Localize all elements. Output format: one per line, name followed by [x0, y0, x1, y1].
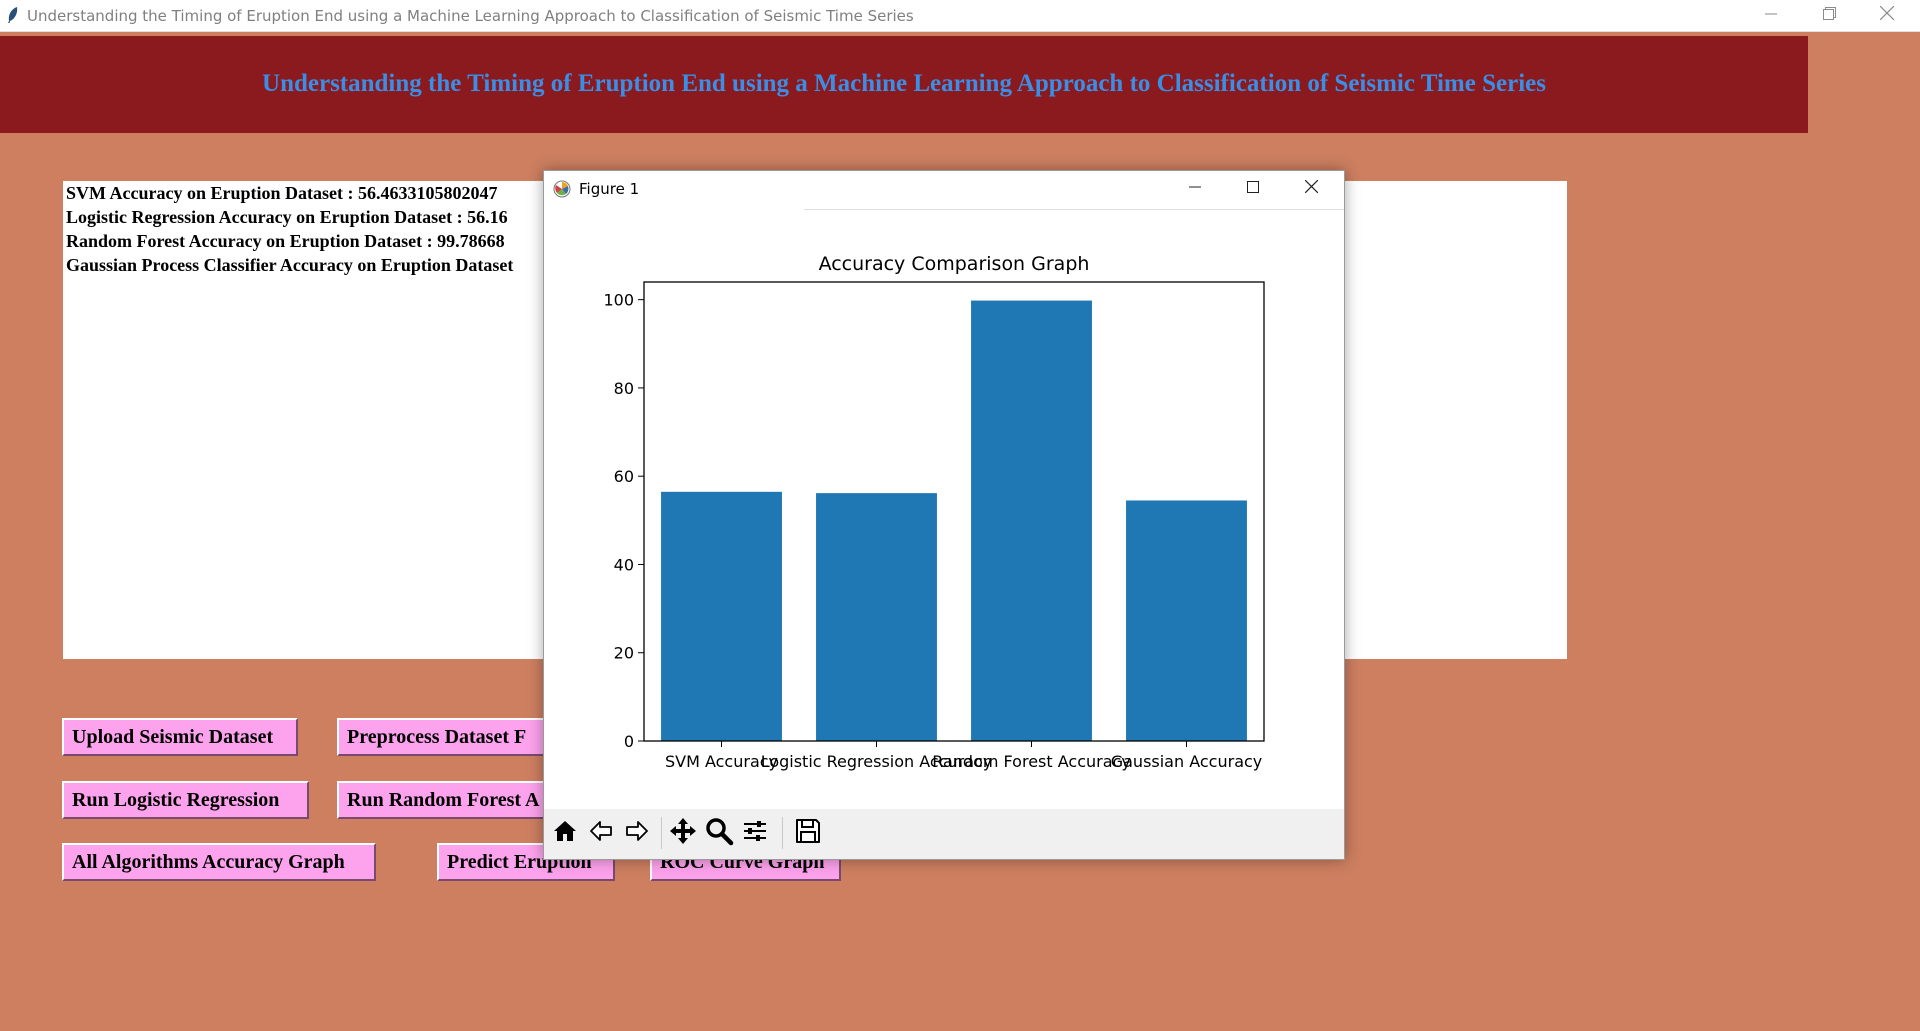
- minimize-icon: [1189, 180, 1201, 198]
- y-tick-label: 80: [614, 379, 634, 398]
- figure-minimize-button[interactable]: [1166, 171, 1224, 207]
- figure-maximize-button[interactable]: [1224, 171, 1282, 207]
- configure-subplots-icon: [741, 817, 769, 850]
- y-tick-label: 40: [614, 555, 634, 574]
- save-button[interactable]: [790, 815, 826, 851]
- feather-icon: [6, 6, 20, 24]
- x-tick-label: Gaussian Accuracy: [1111, 752, 1263, 771]
- forward-button[interactable]: [619, 815, 655, 851]
- accuracy-graph-button[interactable]: All Algorithms Accuracy Graph: [62, 843, 376, 881]
- run-random-forest-button[interactable]: Run Random Forest A: [337, 781, 577, 819]
- result-line: Random Forest Accuracy on Eruption Datas…: [66, 231, 505, 251]
- restore-icon: [1822, 6, 1836, 25]
- figure-close-button[interactable]: [1282, 171, 1340, 207]
- close-icon: [1304, 179, 1318, 198]
- y-tick-label: 60: [614, 467, 634, 486]
- window-title: Understanding the Timing of Eruption End…: [27, 7, 914, 25]
- page-title: Understanding the Timing of Eruption End…: [262, 70, 1546, 97]
- zoom-button[interactable]: [701, 815, 737, 851]
- home-icon: [551, 817, 579, 850]
- result-line: SVM Accuracy on Eruption Dataset : 56.46…: [66, 183, 498, 203]
- zoom-icon: [704, 816, 734, 851]
- preprocess-dataset-button[interactable]: Preprocess Dataset F: [337, 718, 577, 756]
- y-tick-label: 100: [603, 291, 634, 310]
- y-tick-label: 20: [614, 644, 634, 663]
- result-line: Logistic Regression Accuracy on Eruption…: [66, 207, 508, 227]
- run-logistic-regression-button[interactable]: Run Logistic Regression: [62, 781, 309, 819]
- bar: [816, 493, 937, 741]
- toolbar-separator: [661, 817, 662, 849]
- figure-window: Figure 1 Accuracy Comparison Graph 0 20 40 6…: [543, 170, 1345, 860]
- figure-title: Figure 1: [579, 180, 640, 198]
- pan-button[interactable]: [665, 815, 701, 851]
- window-titlebar: Understanding the Timing of Eruption End…: [0, 0, 1920, 32]
- close-button[interactable]: [1858, 0, 1916, 31]
- maximize-icon: [1247, 180, 1259, 198]
- figure-toolbar: [544, 809, 1344, 859]
- chart-title: Accuracy Comparison Graph: [819, 253, 1090, 275]
- x-tick-label: Logistic Regression Accuracy: [761, 752, 993, 771]
- pan-icon: [668, 816, 698, 851]
- divider: [804, 209, 1344, 210]
- home-button[interactable]: [547, 815, 583, 851]
- bar: [971, 300, 1092, 741]
- plot-frame: [643, 281, 1265, 742]
- back-button[interactable]: [583, 815, 619, 851]
- restore-button[interactable]: [1800, 0, 1858, 31]
- close-icon: [1879, 5, 1895, 25]
- bar: [1126, 500, 1247, 741]
- toolbar-separator: [782, 817, 783, 849]
- figure-titlebar: Figure 1: [544, 171, 1344, 207]
- back-arrow-icon: [587, 817, 615, 850]
- upload-dataset-button[interactable]: Upload Seismic Dataset: [62, 718, 298, 756]
- bar: [661, 491, 782, 741]
- minimize-button[interactable]: [1742, 0, 1800, 31]
- matplotlib-icon: [553, 180, 571, 198]
- minimize-icon: [1765, 7, 1777, 25]
- result-line: Gaussian Process Classifier Accuracy on …: [66, 255, 514, 275]
- x-tick-label: SVM Accuracy: [665, 752, 778, 771]
- bar-chart[interactable]: Accuracy Comparison Graph 0 20 40 60 80 100 SVM…: [544, 171, 1344, 809]
- y-tick-label: 0: [624, 732, 634, 751]
- forward-arrow-icon: [623, 817, 651, 850]
- configure-subplots-button[interactable]: [737, 815, 773, 851]
- header-banner: Understanding the Timing of Eruption End…: [0, 36, 1808, 133]
- save-icon: [794, 817, 822, 850]
- x-tick-label: Random Forest Accuracy: [932, 752, 1131, 771]
